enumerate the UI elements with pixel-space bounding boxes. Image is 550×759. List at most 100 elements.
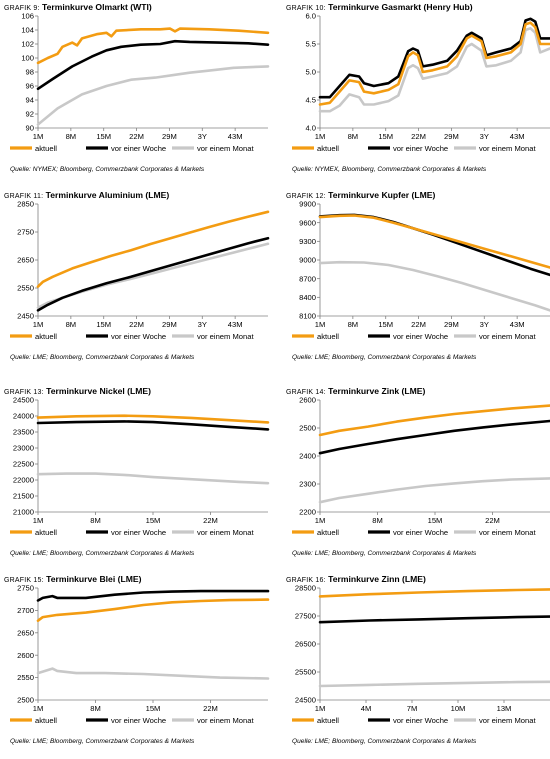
x-tick-label: 15M	[146, 516, 161, 525]
chart-number: GRAFIK 13:	[4, 389, 44, 396]
x-tick-label: 29M	[162, 132, 177, 141]
x-tick-label: 43M	[510, 132, 525, 141]
y-tick-label: 23000	[13, 444, 34, 453]
x-tick-label: 29M	[444, 132, 459, 141]
x-tick-label: 15M	[146, 704, 161, 713]
x-tick-label: 1M	[315, 320, 326, 329]
legend-label-vor-einem-monat: vor einem Monat	[479, 716, 536, 725]
y-tick-label: 23500	[13, 428, 34, 437]
series-line-aktuell	[318, 404, 550, 437]
legend-label-vor-einem-monat: vor einem Monat	[197, 716, 254, 725]
y-tick-label: 92	[26, 110, 34, 119]
series-line-vor-einem-monat	[36, 472, 270, 485]
line-chart-zinn: 24500 25500 26500 27500 28500 1M 4M 7M 10M 13M akt…	[292, 584, 550, 725]
x-tick-label: 8M	[372, 516, 383, 525]
legend-label-aktuell: aktuell	[317, 144, 339, 153]
chart-source: Quelle: NYMEX; Bloomberg, Commerzbank Co…	[10, 166, 205, 173]
series-line-vor-einem-monat	[36, 242, 270, 309]
series-line-aktuell	[36, 414, 270, 424]
x-tick-label: 8M	[348, 320, 359, 329]
line-chart-nickel: 21000 21500 22000 22500 23000 23500 24000 24500…	[10, 396, 270, 537]
y-tick-label: 24500	[295, 696, 316, 705]
y-tick-label: 2500	[17, 696, 34, 705]
legend-label-aktuell: aktuell	[317, 332, 339, 341]
line-chart-kupfer: 8100 8400 8700 9000 9300 9600 9900 1M 8M 15M 22M 29…	[292, 200, 550, 341]
x-tick-label: 10M	[451, 704, 466, 713]
series-line-vor-einer-woche	[36, 589, 270, 602]
y-tick-label: 2850	[17, 200, 34, 209]
x-tick-label: 8M	[66, 132, 77, 141]
chart-number: GRAFIK 16:	[286, 577, 326, 584]
line-chart-aluminium: 2450 2550 2650 2750 2850 1M 8M 15M 22M 29M 3Y 43M ak…	[10, 200, 270, 341]
y-tick-label: 5.5	[305, 40, 316, 49]
series-line-aktuell	[36, 210, 270, 288]
chart-number: GRAFIK 11:	[4, 193, 44, 200]
y-tick-label: 2550	[17, 673, 34, 682]
y-tick-label: 22000	[13, 476, 34, 485]
legend-label-aktuell: aktuell	[317, 716, 339, 725]
x-tick-label: 1M	[33, 320, 44, 329]
y-tick-label: 8100	[299, 312, 316, 321]
chart-heading: Terminkurve Olmarkt (WTI)	[42, 2, 152, 12]
chart-panel-11: GRAFIK 11: Terminkurve Aluminium (LME) 2…	[2, 188, 272, 375]
y-tick-label: 9000	[299, 256, 316, 265]
y-tick-label: 9600	[299, 218, 316, 227]
x-tick-label: 29M	[444, 320, 459, 329]
x-tick-label: 1M	[33, 132, 44, 141]
y-tick-label: 2750	[17, 228, 34, 237]
chart-panel-13: GRAFIK 13: Terminkurve Nickel (LME) 2100…	[2, 384, 272, 571]
series-line-aktuell	[36, 27, 270, 65]
y-tick-label: 28500	[295, 584, 316, 593]
chart-title: GRAFIK 12: Terminkurve Kupfer (LME)	[286, 190, 435, 200]
y-tick-label: 27500	[295, 612, 316, 621]
x-tick-label: 1M	[315, 704, 326, 713]
y-tick-label: 2450	[17, 312, 34, 321]
y-tick-label: 2400	[299, 452, 316, 461]
x-tick-label: 8M	[90, 704, 101, 713]
x-tick-label: 7M	[407, 704, 418, 713]
x-tick-label: 22M	[411, 320, 426, 329]
x-tick-label: 43M	[228, 320, 243, 329]
series-line-aktuell	[318, 588, 550, 598]
chart-panel-14: GRAFIK 14: Terminkurve Zink (LME) 2200 23…	[284, 384, 550, 571]
series-line-vor-einem-monat	[318, 477, 550, 504]
y-tick-label: 2200	[299, 508, 316, 517]
legend-label-vor-einem-monat: vor einem Monat	[479, 144, 536, 153]
y-tick-label: 9900	[299, 200, 316, 209]
legend-label-vor-einem-monat: vor einem Monat	[479, 528, 536, 537]
chart-title: GRAFIK 11: Terminkurve Aluminium (LME)	[4, 190, 169, 200]
y-tick-label: 98	[26, 68, 34, 77]
chart-title: GRAFIK 10: Terminkurve Gasmarkt (Henry H…	[286, 2, 473, 12]
x-tick-label: 13M	[497, 704, 512, 713]
x-tick-label: 3Y	[480, 320, 489, 329]
y-tick-label: 22500	[13, 460, 34, 469]
y-tick-label: 2750	[17, 584, 34, 593]
chart-heading: Terminkurve Nickel (LME)	[46, 386, 152, 396]
legend-label-aktuell: aktuell	[35, 144, 57, 153]
y-tick-label: 24500	[13, 396, 34, 405]
legend-label-vor-einer-woche: vor einer Woche	[111, 528, 166, 537]
chart-panel-12: GRAFIK 12: Terminkurve Kupfer (LME) 8100…	[284, 188, 550, 375]
y-tick-label: 2650	[17, 256, 34, 265]
x-tick-label: 1M	[315, 132, 326, 141]
series-line-vor-einem-monat	[318, 260, 550, 312]
series-line-vor-einem-monat	[318, 27, 550, 113]
y-tick-label: 8400	[299, 293, 316, 302]
series-line-vor-einer-woche	[36, 39, 270, 91]
y-tick-label: 94	[26, 96, 34, 105]
x-tick-label: 22M	[129, 132, 144, 141]
x-tick-label: 8M	[348, 132, 359, 141]
x-tick-label: 15M	[96, 320, 111, 329]
y-tick-label: 4.5	[305, 96, 316, 105]
x-tick-label: 1M	[33, 704, 44, 713]
legend-label-vor-einem-monat: vor einem Monat	[197, 144, 254, 153]
chart-source: Quelle: LME; Bloomberg, Commerzbank Corp…	[292, 550, 477, 557]
legend-label-vor-einer-woche: vor einer Woche	[393, 144, 448, 153]
y-tick-label: 90	[26, 124, 34, 133]
chart-number: GRAFIK 9:	[4, 5, 40, 12]
chart-title: GRAFIK 14: Terminkurve Zink (LME)	[286, 386, 425, 396]
chart-heading: Terminkurve Aluminium (LME)	[45, 190, 170, 200]
x-tick-label: 22M	[485, 516, 500, 525]
x-tick-label: 43M	[228, 132, 243, 141]
y-tick-label: 106	[21, 12, 34, 21]
